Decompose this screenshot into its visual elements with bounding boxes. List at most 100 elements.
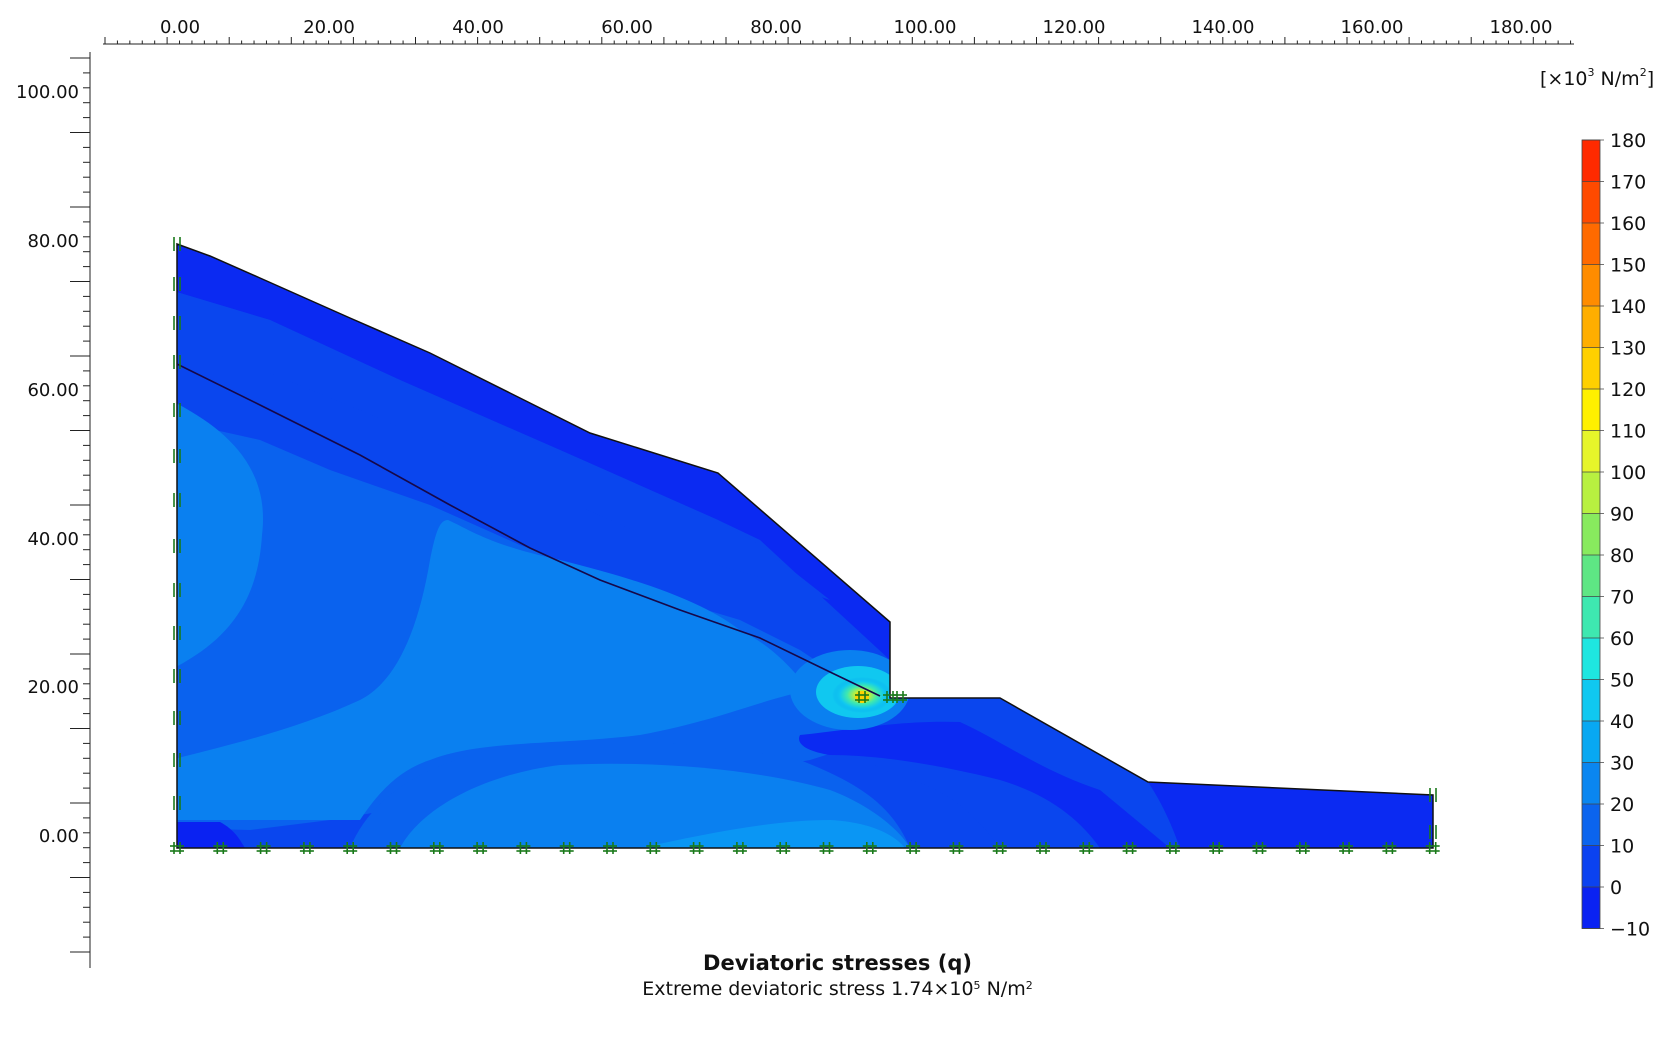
legend-label: 0 xyxy=(1610,877,1622,899)
fixity-marker xyxy=(1165,842,1180,854)
legend-label: 60 xyxy=(1610,628,1634,650)
fixity-marker xyxy=(170,842,184,854)
legend-swatches xyxy=(1581,139,1604,929)
geometry-outline xyxy=(176,242,1434,849)
fixity-marker xyxy=(732,842,747,854)
fixity-marker xyxy=(893,691,907,703)
legend-label: 30 xyxy=(1610,753,1634,775)
fixity-marker xyxy=(173,711,181,725)
legend-label: 120 xyxy=(1610,379,1646,401)
fixity-marker xyxy=(173,449,181,463)
fixity-marker xyxy=(173,493,181,507)
legend-label: 50 xyxy=(1610,670,1634,692)
contour-band xyxy=(177,244,890,660)
fixity-marker xyxy=(819,842,834,854)
color-legend: 1801701601501401301201101009080706050403… xyxy=(1581,130,1650,941)
fixity-marker xyxy=(173,669,181,683)
fixity-marker xyxy=(473,842,488,854)
contour-band xyxy=(640,820,905,848)
fixity-marker xyxy=(559,842,574,854)
contour-band xyxy=(177,400,263,670)
fixity-marker xyxy=(173,277,181,291)
fixity-marker xyxy=(855,691,869,703)
legend-swatch xyxy=(1582,430,1600,472)
x-tick-label: 100.00 xyxy=(894,17,957,38)
fixity-marker xyxy=(862,842,877,854)
legend-swatch xyxy=(1582,140,1600,182)
legend-label: 90 xyxy=(1610,504,1634,526)
stress-hotspot-core xyxy=(855,691,869,703)
legend-label: 20 xyxy=(1610,794,1634,816)
fixity-marker xyxy=(173,626,181,640)
fixity-marker xyxy=(386,842,401,854)
stress-contour-field xyxy=(177,244,1433,848)
fixity-marker xyxy=(1122,842,1137,854)
legend-label: 170 xyxy=(1610,172,1646,194)
legend-swatch xyxy=(1582,804,1600,846)
y-axis-ticks xyxy=(70,57,90,953)
fixity-marker xyxy=(173,539,181,553)
fixity-marker xyxy=(173,403,181,417)
legend-label: 130 xyxy=(1610,338,1646,360)
legend-swatch xyxy=(1582,264,1600,306)
fixity-marker xyxy=(1252,842,1267,854)
x-tick-label: 0.00 xyxy=(160,17,200,38)
legend-swatch xyxy=(1582,887,1600,929)
x-tick-label: 180.00 xyxy=(1490,17,1553,38)
figure-title: Deviatoric stresses (q) xyxy=(703,951,972,975)
contour-band xyxy=(1148,782,1433,848)
figure-caption: Deviatoric stresses (q) Extreme deviator… xyxy=(0,950,1675,1002)
contour-band xyxy=(799,721,1170,848)
fixity-marker xyxy=(1429,825,1437,839)
fixity-marker xyxy=(1079,842,1094,854)
fixity-marker xyxy=(1295,842,1310,854)
legend-unit-label: [×103 N/m2] xyxy=(1540,66,1655,90)
fixity-marker xyxy=(992,842,1007,854)
legend-label: 80 xyxy=(1610,545,1634,567)
y-tick-label: 100.00 xyxy=(16,82,79,103)
fixity-marker xyxy=(299,842,314,854)
legend-label: 160 xyxy=(1610,213,1646,235)
legend-swatch xyxy=(1582,721,1600,763)
legend-swatch xyxy=(1582,679,1600,721)
boundary-fixities xyxy=(170,237,1440,854)
fixity-marker xyxy=(429,842,444,854)
x-tick-label: 20.00 xyxy=(303,17,355,38)
fixity-marker xyxy=(1036,842,1050,854)
legend-swatch xyxy=(1582,596,1600,638)
fixity-marker xyxy=(173,355,181,369)
fixity-marker xyxy=(173,796,181,810)
legend-swatch xyxy=(1582,306,1600,348)
fixity-marker xyxy=(1429,788,1437,802)
fixity-marker xyxy=(906,842,921,854)
fixity-marker xyxy=(1339,842,1354,854)
fixity-marker xyxy=(1209,842,1224,854)
y-tick-label: 60.00 xyxy=(27,380,79,401)
figure-subtitle: Extreme deviatoric stress 1.74×105 N/m2 xyxy=(642,978,1033,1000)
legend-label: 110 xyxy=(1610,421,1646,443)
x-tick-label: 40.00 xyxy=(452,17,504,38)
x-tick-label: 140.00 xyxy=(1192,17,1255,38)
x-axis-tick-labels: 0.00 20.00 40.00 60.00 80.00 100.00 120.… xyxy=(160,17,1553,38)
fixity-marker xyxy=(1425,842,1440,854)
legend-swatch xyxy=(1582,472,1600,514)
legend-swatch xyxy=(1582,845,1600,887)
legend-swatch xyxy=(1582,555,1600,597)
legend-labels: 1801701601501401301201101009080706050403… xyxy=(1610,130,1650,941)
fixity-marker xyxy=(1382,842,1397,854)
x-axis-ticks xyxy=(104,37,1572,44)
y-tick-label: 80.00 xyxy=(27,231,79,252)
fixity-marker xyxy=(173,753,181,767)
fixity-marker xyxy=(173,237,181,251)
x-tick-label: 120.00 xyxy=(1043,17,1106,38)
fixity-marker xyxy=(516,842,531,854)
y-axis-tick-labels: 0.00 20.00 40.00 60.00 80.00 100.00 xyxy=(16,82,79,847)
fixity-marker xyxy=(256,842,271,854)
x-tick-label: 80.00 xyxy=(750,17,802,38)
legend-label: 150 xyxy=(1610,255,1646,277)
legend-swatch xyxy=(1582,762,1600,804)
fixity-marker xyxy=(343,842,358,854)
legend-swatch xyxy=(1582,347,1600,389)
fixity-marker xyxy=(689,842,704,854)
